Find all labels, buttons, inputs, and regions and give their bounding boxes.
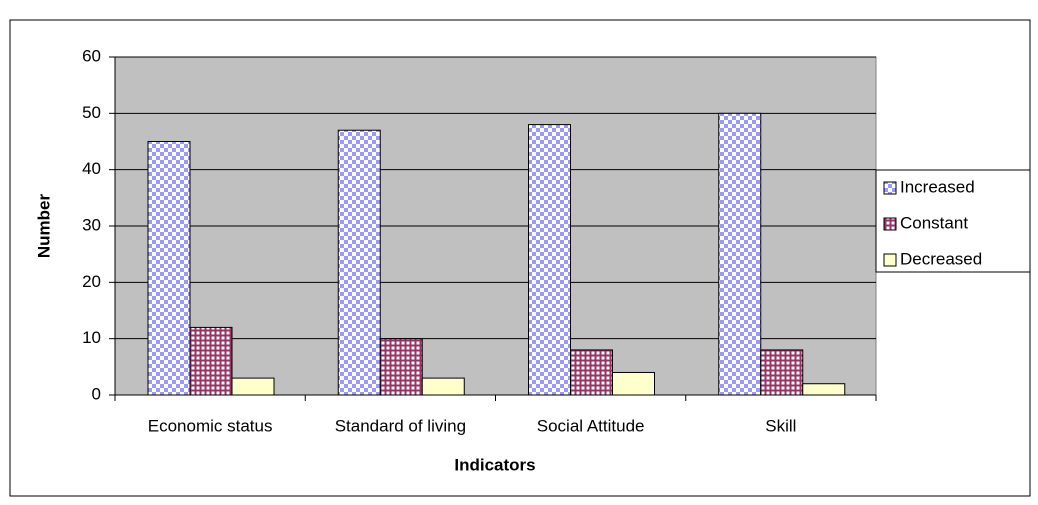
bar (337, 129, 381, 396)
x-tick-label: Economic status (148, 416, 273, 435)
x-tick-label: Skill (765, 416, 796, 435)
y-tick-label: 60 (82, 46, 101, 65)
y-tick-label: 40 (82, 159, 101, 178)
x-axis-title: Indicators (454, 455, 535, 474)
legend-swatch (883, 217, 897, 231)
legend-box (875, 169, 1031, 273)
bar (802, 383, 846, 396)
bar (147, 141, 191, 396)
bar (379, 338, 423, 396)
legend-label: Constant (900, 213, 968, 232)
y-tick-label: 0 (92, 384, 101, 403)
y-tick-label: 50 (82, 103, 101, 122)
bar (189, 326, 233, 396)
y-tick-label: 20 (82, 272, 101, 291)
legend-label: Decreased (900, 249, 982, 268)
legend-swatch (883, 181, 897, 195)
bar (570, 349, 613, 396)
x-tick-label: Social Attitude (537, 416, 645, 435)
bar (421, 377, 465, 396)
bar (760, 349, 804, 396)
bar (528, 124, 571, 396)
legend-swatch (883, 253, 897, 267)
y-tick-label: 10 (82, 328, 101, 347)
bar (231, 377, 275, 396)
x-tick-label: Standard of living (335, 416, 466, 435)
legend-label: Increased (900, 177, 975, 196)
bar (718, 112, 762, 396)
bar (612, 371, 655, 396)
y-axis-title: Number (34, 194, 53, 259)
y-tick-label: 30 (82, 215, 101, 234)
